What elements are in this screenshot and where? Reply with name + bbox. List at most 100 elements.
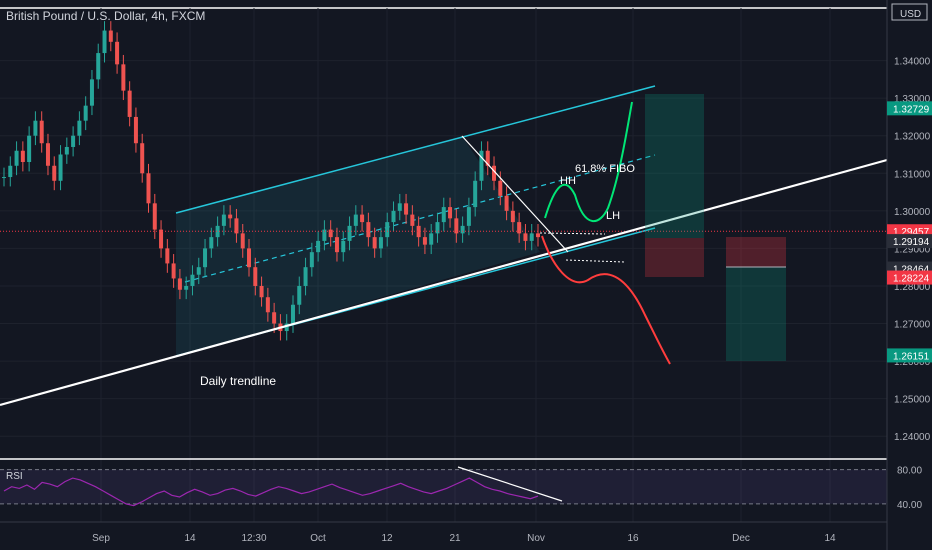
price-tick-label: 1.32000 xyxy=(894,132,931,143)
candle[interactable] xyxy=(479,141,484,191)
candle[interactable] xyxy=(115,32,120,74)
candle[interactable] xyxy=(2,167,6,187)
candle-body xyxy=(45,143,50,166)
candle[interactable] xyxy=(77,111,82,146)
candle[interactable] xyxy=(404,193,409,224)
candle[interactable] xyxy=(8,156,13,187)
candle[interactable] xyxy=(140,133,145,183)
candle[interactable] xyxy=(473,171,478,217)
candle[interactable] xyxy=(360,205,365,232)
candle[interactable] xyxy=(228,205,233,228)
candle[interactable] xyxy=(177,269,182,300)
candle[interactable] xyxy=(64,137,69,164)
candle[interactable] xyxy=(89,69,94,116)
candle[interactable] xyxy=(435,212,440,243)
candle[interactable] xyxy=(536,223,540,247)
candle[interactable] xyxy=(71,126,76,157)
candle[interactable] xyxy=(96,43,101,89)
candle[interactable] xyxy=(234,208,239,243)
candle[interactable] xyxy=(127,81,132,127)
candle[interactable] xyxy=(341,231,346,262)
currency-badge[interactable] xyxy=(891,3,928,21)
candle[interactable] xyxy=(454,208,459,243)
candle[interactable] xyxy=(165,239,170,273)
candle[interactable] xyxy=(353,205,358,236)
candle[interactable] xyxy=(316,231,321,262)
candle[interactable] xyxy=(52,156,57,191)
candle-body xyxy=(309,252,314,268)
candle[interactable] xyxy=(259,276,264,307)
candle[interactable] xyxy=(152,193,157,240)
candle[interactable] xyxy=(322,220,327,251)
candle[interactable] xyxy=(190,265,195,296)
candle[interactable] xyxy=(221,205,226,236)
hh-label: HH xyxy=(560,175,576,187)
candle[interactable] xyxy=(272,302,277,333)
candle[interactable] xyxy=(39,111,44,153)
candle[interactable] xyxy=(410,205,415,236)
price-label-badge[interactable]: 1.28224 xyxy=(887,270,932,285)
candle[interactable] xyxy=(203,239,208,277)
price-label-text: 1.28464 xyxy=(893,265,930,276)
candle[interactable] xyxy=(391,201,396,232)
candle[interactable] xyxy=(347,216,352,251)
candle[interactable] xyxy=(510,201,515,232)
candle[interactable] xyxy=(290,295,295,333)
candle[interactable] xyxy=(121,54,126,101)
candle[interactable] xyxy=(466,197,471,236)
candle[interactable] xyxy=(372,227,377,258)
candles[interactable] xyxy=(2,21,540,341)
candle[interactable] xyxy=(45,133,50,176)
price-label-badge[interactable]: 1.32729 xyxy=(887,101,932,116)
candle[interactable] xyxy=(146,163,151,213)
price-label-badge[interactable]: 1.26151 xyxy=(887,348,932,363)
price-label-badge[interactable]: 1.29194 xyxy=(887,234,932,249)
price-axis[interactable]: 1.34000 1.33000 1.32000 1.31000 1.30000 1.290… xyxy=(886,0,932,550)
candle[interactable] xyxy=(14,141,19,176)
candle[interactable] xyxy=(366,212,371,247)
candle[interactable] xyxy=(253,257,258,296)
candle[interactable] xyxy=(215,216,220,247)
candle[interactable] xyxy=(240,223,245,258)
candle[interactable] xyxy=(523,223,528,251)
candle[interactable] xyxy=(492,156,497,191)
candle[interactable] xyxy=(108,21,113,52)
candle[interactable] xyxy=(416,216,421,247)
candle[interactable] xyxy=(422,227,427,255)
candle[interactable] xyxy=(460,216,465,243)
candle[interactable] xyxy=(133,107,138,153)
candle[interactable] xyxy=(171,254,176,288)
candle[interactable] xyxy=(297,276,302,315)
candle[interactable] xyxy=(385,212,390,247)
candle[interactable] xyxy=(102,21,107,63)
candle[interactable] xyxy=(303,257,308,296)
candle[interactable] xyxy=(504,186,509,221)
candle[interactable] xyxy=(441,197,446,232)
candle[interactable] xyxy=(196,257,201,285)
candle[interactable] xyxy=(485,141,490,176)
candle[interactable] xyxy=(247,239,252,277)
candle[interactable] xyxy=(378,227,383,258)
candle[interactable] xyxy=(529,223,534,251)
candle[interactable] xyxy=(448,197,453,228)
candle[interactable] xyxy=(284,314,289,341)
time-axis[interactable]: Sep 14 12:30 Oct 12 21 Nov 16 Dec 14 xyxy=(0,521,887,544)
candle[interactable] xyxy=(429,223,434,255)
candle[interactable] xyxy=(83,96,88,131)
candle-body xyxy=(203,248,208,268)
candle-body xyxy=(190,274,195,286)
candle[interactable] xyxy=(159,220,164,258)
candle[interactable] xyxy=(209,227,214,258)
candle[interactable] xyxy=(265,287,270,322)
candle[interactable] xyxy=(397,193,402,221)
candle[interactable] xyxy=(33,111,38,146)
candle[interactable] xyxy=(184,276,189,300)
candle[interactable] xyxy=(27,126,32,172)
candle[interactable] xyxy=(58,145,63,191)
candle[interactable] xyxy=(328,220,333,247)
candle[interactable] xyxy=(20,141,25,172)
candle[interactable] xyxy=(309,242,314,277)
candle[interactable] xyxy=(334,227,339,262)
candle[interactable] xyxy=(517,212,522,243)
